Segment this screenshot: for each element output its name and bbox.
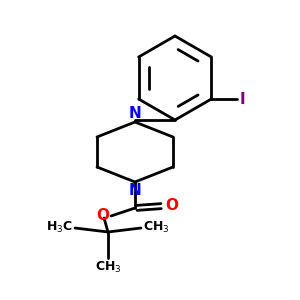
- Text: H$_3$C: H$_3$C: [46, 220, 73, 235]
- Text: CH$_3$: CH$_3$: [95, 260, 121, 275]
- Text: N: N: [129, 183, 141, 198]
- Text: O: O: [96, 208, 109, 223]
- Text: CH$_3$: CH$_3$: [143, 220, 170, 235]
- Text: I: I: [239, 92, 245, 106]
- Text: N: N: [129, 106, 141, 121]
- Text: O: O: [165, 199, 178, 214]
